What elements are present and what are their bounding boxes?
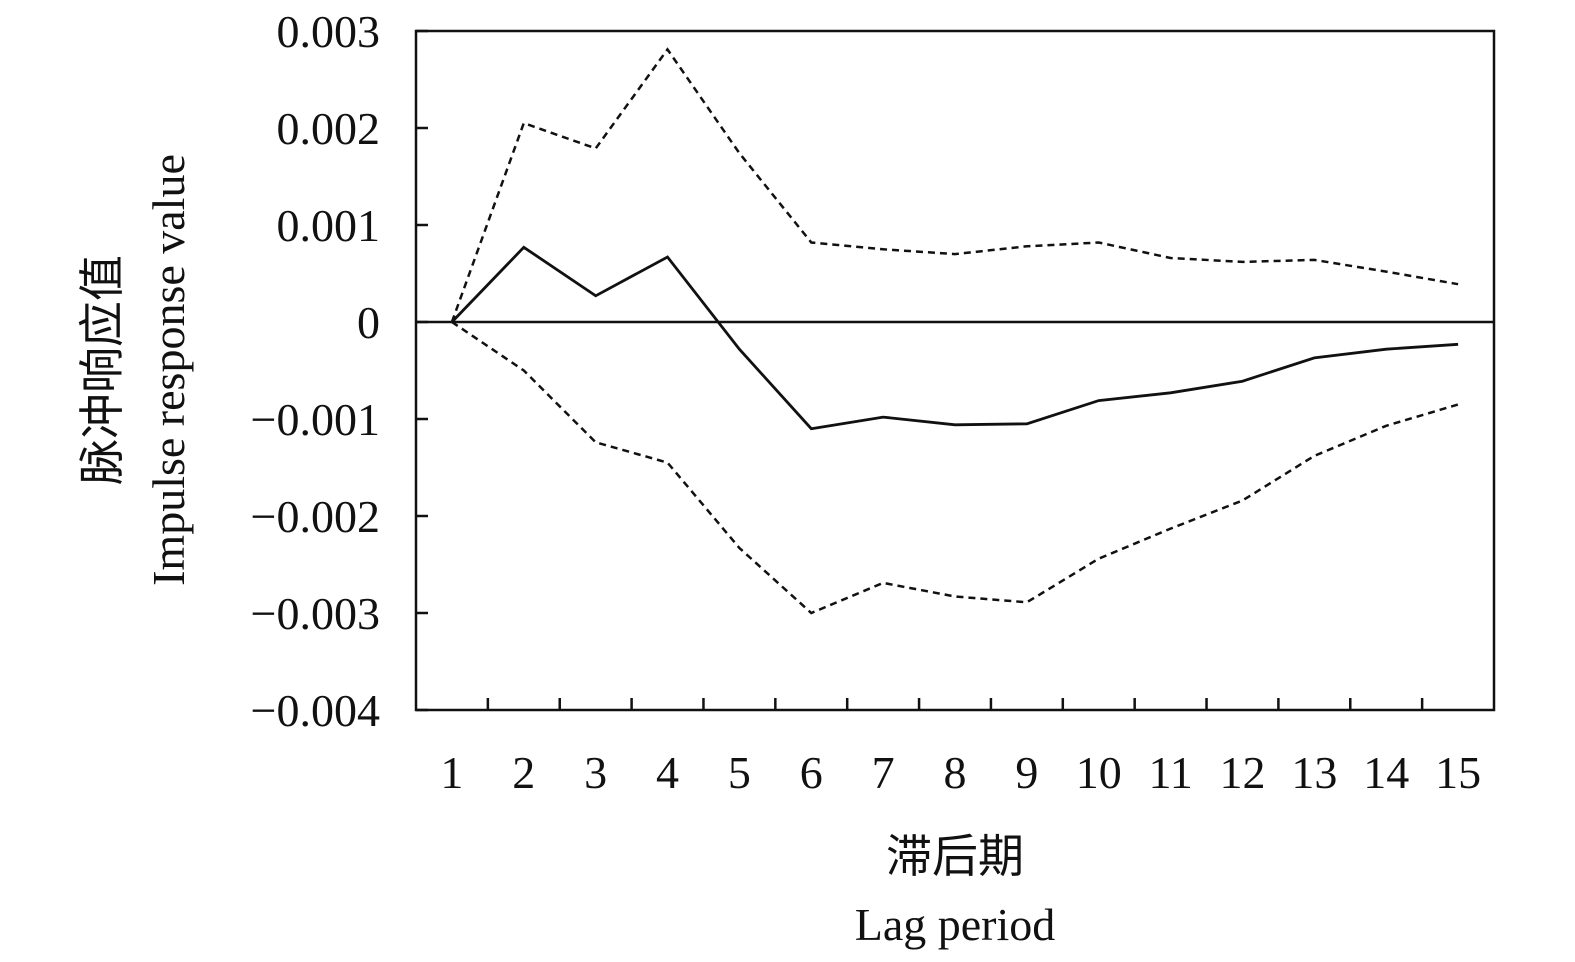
y-tick-label: 0.002	[277, 103, 381, 154]
x-tick-label: 11	[1148, 747, 1192, 798]
x-tick-label: 1	[440, 747, 463, 798]
x-tick-label: 12	[1219, 747, 1265, 798]
y-axis-title-cn: 脉冲响应值	[77, 255, 128, 485]
x-tick-label: 3	[584, 747, 607, 798]
x-tick-label: 14	[1363, 747, 1409, 798]
confidence-bound-line-1	[450, 47, 1459, 323]
x-tick-label: 6	[800, 747, 823, 798]
x-axis: 1 2 3 4 5 6 7 8 9 10 11 12 13 14 15	[440, 698, 1481, 798]
y-tick-label: −0.003	[251, 588, 380, 639]
y-tick-label: −0.001	[251, 394, 380, 445]
y-tick-label: −0.002	[251, 491, 380, 542]
y-axis-title-en-group: Impulse response value	[143, 154, 194, 586]
y-tick-label: −0.004	[251, 685, 380, 736]
x-tick-label: 2	[512, 747, 535, 798]
y-tick-label: 0.001	[277, 200, 381, 251]
x-tick-label: 10	[1076, 747, 1122, 798]
x-tick-label: 7	[872, 747, 895, 798]
x-tick-label: 9	[1015, 747, 1038, 798]
confidence-bound-line-2	[451, 320, 1459, 615]
plot-frame	[414, 29, 1496, 712]
x-tick-label: 4	[656, 747, 679, 798]
x-axis-title-cn: 滞后期	[886, 831, 1024, 882]
x-tick-label: 15	[1435, 747, 1481, 798]
x-tick-label: 13	[1291, 747, 1337, 798]
x-tick-label: 8	[944, 747, 967, 798]
impulse-response-line-0	[450, 245, 1459, 431]
y-axis-title-group: 脉冲响应值	[77, 255, 128, 485]
x-tick-label: 5	[728, 747, 751, 798]
series-group	[450, 47, 1459, 615]
y-tick-label: 0	[357, 297, 380, 348]
y-axis-title-en: Impulse response value	[143, 154, 194, 586]
x-axis-title-en: Lag period	[855, 899, 1056, 950]
y-axis: 0.003 0.002 0.001 0 −0.001 −0.002 −0.003 −0.004	[251, 6, 428, 736]
y-tick-label: 0.003	[277, 6, 381, 57]
